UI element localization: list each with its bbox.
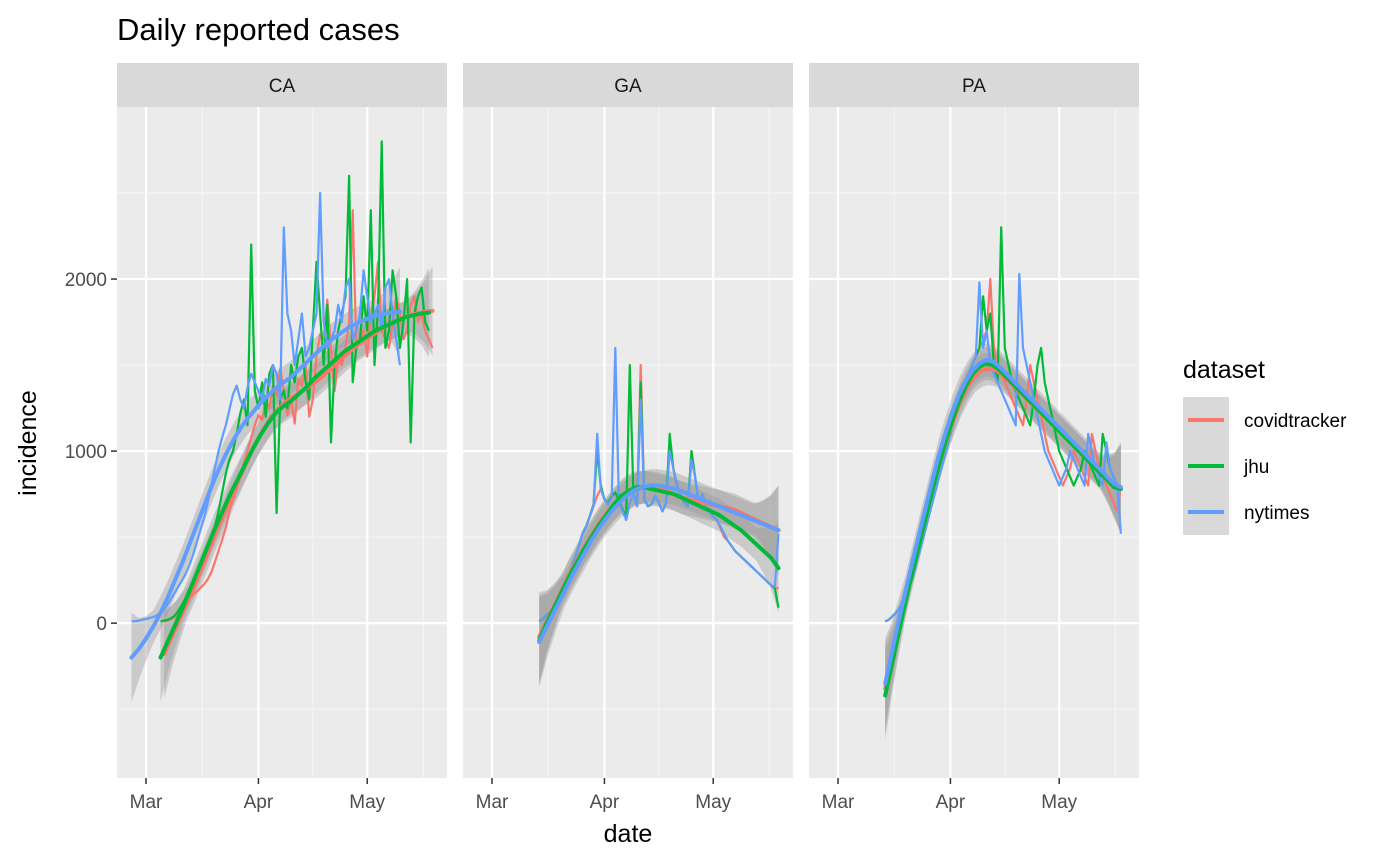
x-axis-title: date: [604, 820, 653, 848]
x-tick-label: Apr: [936, 792, 966, 813]
series-line-covidtracker: [163, 209, 434, 623]
series-line-nytimes: [131, 191, 401, 623]
legend-label-jhu: jhu: [1243, 457, 1269, 478]
facet-panel-pa: PA Mar Apr May: [809, 63, 1139, 813]
facet-panel-ca: CA Mar Apr May 0 1000 2000: [65, 63, 447, 813]
facet-strip: [117, 63, 447, 107]
x-tick-label: Apr: [590, 792, 620, 813]
legend: dataset covidtracker jhu nytimes: [1183, 356, 1347, 535]
y-tick-label: 1000: [65, 442, 107, 463]
x-tick-label: Mar: [130, 792, 163, 813]
facet-strip-label: CA: [269, 76, 296, 97]
smooth-line-jhu: [158, 310, 431, 660]
legend-title: dataset: [1183, 356, 1265, 384]
x-tick-label: May: [695, 792, 731, 813]
smooth-line-nytimes: [883, 357, 1123, 686]
x-tick-label: May: [349, 792, 385, 813]
facet-strip-label: GA: [614, 76, 642, 97]
smooth-line-nytimes: [537, 483, 781, 645]
legend-label-covidtracker: covidtracker: [1244, 411, 1347, 432]
x-tick-label: Mar: [476, 792, 509, 813]
y-tick-label: 0: [96, 614, 107, 635]
facet-strip: [463, 63, 793, 107]
legend-label-nytimes: nytimes: [1244, 503, 1309, 524]
x-tick-label: May: [1041, 792, 1077, 813]
facet-panels: CA Mar Apr May 0 1000 2000 GA Mar Apr May PA Mar Apr M…: [65, 63, 1139, 813]
series-line-nytimes: [884, 272, 1122, 623]
facet-strip-label: PA: [962, 76, 986, 97]
panel-background: [117, 107, 447, 778]
smooth-line-nytimes: [129, 309, 402, 660]
confidence-ribbon-jhu: [160, 267, 429, 703]
facet-strip: [809, 63, 1139, 107]
series-line-nytimes: [538, 346, 780, 623]
y-tick-label: 2000: [65, 270, 107, 291]
x-tick-label: Mar: [822, 792, 855, 813]
smooth-line-jhu: [883, 361, 1123, 698]
smooth-line-jhu: [537, 485, 781, 643]
panel-background: [809, 107, 1139, 778]
x-tick-label: Apr: [244, 792, 274, 813]
chart-title: Daily reported cases: [117, 12, 400, 47]
facet-panel-ga: GA Mar Apr May: [463, 63, 793, 813]
y-axis-title: incidence: [14, 390, 42, 496]
